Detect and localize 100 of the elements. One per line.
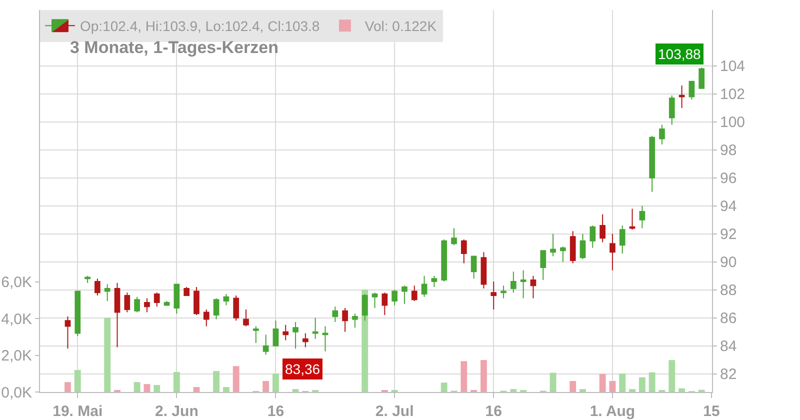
bar: [619, 373, 626, 392]
candlestick: [164, 300, 170, 306]
annotation: 83,36: [285, 361, 320, 377]
bar: [134, 382, 140, 392]
candlestick: [402, 285, 408, 304]
candlestick: [144, 298, 150, 313]
candlestick: [292, 322, 298, 350]
x-tick-label: 19. Mai: [52, 403, 103, 420]
candlestick: [619, 224, 626, 254]
bar: [460, 361, 468, 392]
bar: [648, 372, 656, 392]
candlestick: [362, 294, 368, 322]
y2-tick-label: 2,0K: [1, 348, 32, 365]
bar: [510, 389, 517, 392]
candlestick: [94, 278, 100, 296]
legend-label: Vol: 0.122K: [364, 18, 438, 34]
candlestick: [610, 233, 616, 271]
bar: [629, 389, 636, 392]
candlestick: [233, 294, 240, 322]
candlestick: [302, 332, 308, 348]
bar: [580, 389, 586, 392]
candlestick: [629, 208, 636, 230]
candlestick: [540, 250, 546, 281]
y-tick-label: 88: [720, 282, 737, 300]
bar: [232, 366, 240, 392]
x-tick-label: 2. Jul: [375, 403, 414, 420]
candlestick: [411, 285, 418, 302]
y-tick-label: 98: [720, 142, 737, 160]
candlestick: [460, 238, 467, 264]
y-tick-label: 92: [720, 226, 737, 244]
candlestick: [114, 282, 120, 348]
candlestick: [174, 284, 180, 314]
candlestick: [194, 286, 200, 316]
candlestick: [84, 275, 90, 284]
candlestick: [203, 308, 210, 327]
candlestick: [500, 285, 506, 299]
candlestick: [332, 306, 338, 323]
candlestick: [134, 296, 140, 313]
y-tick-label: 104: [720, 58, 746, 76]
candlestick: [124, 292, 130, 313]
bar: [144, 384, 150, 392]
y-tick-label: 100: [720, 114, 746, 132]
y-tick-label: 94: [720, 198, 737, 216]
bar: [193, 387, 200, 392]
bar: [668, 360, 676, 392]
candlestick: [421, 275, 428, 298]
legend-label: Op:102.4, Hi:103.9, Lo:102.4, Cl:103.8: [80, 18, 320, 34]
bar: [173, 372, 180, 392]
y-tick-label: 102: [720, 86, 746, 104]
candlestick: [382, 292, 388, 316]
annotation: 103,88: [658, 46, 702, 62]
candlestick: [322, 326, 328, 352]
bar: [550, 372, 556, 392]
candlestick: [312, 317, 318, 340]
candlestick: [272, 320, 279, 346]
candlestick: [243, 308, 249, 327]
candlestick: [590, 224, 596, 248]
candlestick: [262, 334, 269, 356]
y-tick-label: 86: [720, 310, 737, 328]
x-tick-label: 16: [485, 403, 502, 420]
y2-tick-label: 4,0K: [1, 310, 32, 328]
candlestick: [223, 294, 230, 306]
bar: [440, 382, 448, 392]
x-tick-label: 15: [703, 403, 720, 420]
candlestick: [441, 238, 448, 282]
candlestick: [649, 135, 656, 192]
y-tick-label: 82: [720, 366, 737, 384]
text: 3 Monate, 1-Tages-Kerzen: [70, 38, 278, 57]
candlestick: [470, 256, 477, 280]
candlestick: [64, 316, 71, 350]
candlestick: [480, 252, 487, 289]
candlestick: [282, 324, 289, 341]
candlestick: [213, 298, 220, 320]
candlestick: [600, 214, 606, 243]
candlestick: [104, 284, 110, 302]
bar: [678, 388, 686, 392]
bar: [292, 389, 299, 392]
x-tick-label: 1. Aug: [590, 403, 636, 420]
bar: [222, 387, 230, 392]
candlestick: [698, 67, 705, 89]
candlestick: [74, 290, 81, 337]
candlestick: [352, 313, 358, 328]
x-tick-label: 16: [267, 403, 284, 420]
candlestick: [668, 94, 675, 126]
candlestick: [580, 233, 586, 260]
bar: [74, 370, 81, 392]
candlestick: [520, 270, 526, 299]
candlestick: [451, 228, 457, 246]
candlestick: [570, 230, 576, 264]
bar: [154, 385, 160, 392]
bar: [64, 382, 71, 392]
candlestick: [431, 275, 438, 288]
y2-tick-label: 6,0K: [1, 274, 32, 292]
candlestick: [639, 205, 646, 229]
candlestick: [510, 271, 516, 294]
candlestick: [252, 326, 259, 344]
candlestick: [688, 80, 695, 100]
candlestick: [678, 85, 685, 108]
bar: [570, 380, 576, 392]
x-tick-label: 2. Jun: [155, 403, 198, 420]
